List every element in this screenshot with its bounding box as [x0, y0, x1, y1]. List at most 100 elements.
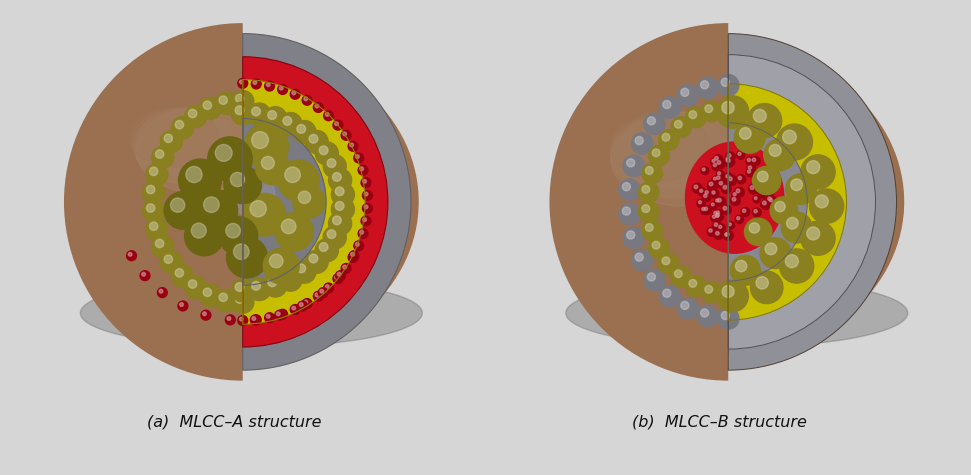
Wedge shape: [728, 123, 807, 281]
Wedge shape: [243, 57, 387, 347]
Circle shape: [718, 75, 739, 96]
Circle shape: [350, 254, 353, 258]
Circle shape: [231, 102, 254, 125]
Circle shape: [266, 314, 270, 318]
Circle shape: [724, 157, 735, 167]
Circle shape: [253, 81, 256, 85]
Circle shape: [619, 203, 640, 225]
Circle shape: [705, 105, 713, 113]
Circle shape: [219, 293, 227, 302]
Circle shape: [716, 197, 725, 207]
Circle shape: [355, 243, 359, 246]
Circle shape: [775, 201, 786, 212]
Circle shape: [358, 228, 368, 238]
Circle shape: [748, 170, 751, 173]
Ellipse shape: [552, 48, 904, 356]
Circle shape: [335, 276, 338, 279]
Circle shape: [751, 156, 760, 166]
Circle shape: [735, 215, 744, 224]
Circle shape: [341, 264, 351, 273]
Circle shape: [216, 144, 232, 162]
Circle shape: [343, 265, 347, 269]
Circle shape: [290, 304, 300, 314]
Circle shape: [659, 285, 681, 307]
Circle shape: [663, 289, 671, 297]
Circle shape: [251, 107, 260, 116]
Circle shape: [298, 301, 308, 311]
Circle shape: [721, 205, 731, 215]
Circle shape: [751, 271, 783, 304]
Circle shape: [717, 171, 724, 179]
Circle shape: [732, 191, 740, 200]
Circle shape: [358, 165, 368, 175]
Circle shape: [278, 160, 318, 201]
Circle shape: [807, 227, 820, 240]
Circle shape: [323, 111, 333, 121]
Circle shape: [675, 270, 683, 277]
Circle shape: [726, 174, 729, 178]
Circle shape: [752, 218, 760, 227]
Circle shape: [226, 237, 268, 278]
Circle shape: [155, 150, 164, 158]
Circle shape: [704, 190, 712, 198]
Circle shape: [816, 195, 828, 208]
Circle shape: [297, 264, 306, 273]
Circle shape: [204, 197, 219, 212]
Circle shape: [251, 317, 255, 320]
Circle shape: [644, 113, 665, 134]
Circle shape: [164, 255, 173, 264]
Circle shape: [757, 187, 761, 190]
Ellipse shape: [607, 95, 850, 309]
Circle shape: [762, 201, 766, 205]
Ellipse shape: [643, 127, 814, 276]
Circle shape: [328, 169, 352, 192]
Circle shape: [768, 197, 771, 200]
Circle shape: [663, 101, 671, 109]
Circle shape: [786, 174, 817, 204]
Circle shape: [701, 167, 709, 174]
Circle shape: [707, 227, 717, 236]
Circle shape: [732, 198, 736, 201]
Circle shape: [178, 301, 187, 311]
Circle shape: [713, 215, 716, 218]
Circle shape: [721, 287, 729, 295]
Circle shape: [716, 231, 720, 235]
Circle shape: [766, 195, 776, 205]
Circle shape: [328, 212, 352, 235]
Circle shape: [734, 123, 765, 153]
Circle shape: [717, 161, 720, 164]
Circle shape: [715, 223, 718, 227]
Circle shape: [764, 139, 795, 171]
Circle shape: [702, 208, 705, 210]
Circle shape: [801, 221, 835, 256]
Ellipse shape: [686, 142, 784, 253]
Circle shape: [681, 88, 688, 96]
Circle shape: [203, 312, 207, 316]
Circle shape: [199, 97, 221, 120]
Circle shape: [720, 181, 722, 185]
Circle shape: [314, 103, 323, 113]
Circle shape: [292, 91, 295, 95]
Circle shape: [251, 132, 269, 149]
Circle shape: [760, 238, 790, 268]
Circle shape: [697, 199, 705, 208]
Ellipse shape: [117, 91, 369, 313]
Wedge shape: [64, 23, 243, 380]
Ellipse shape: [577, 67, 880, 336]
Circle shape: [681, 301, 688, 310]
Circle shape: [728, 177, 732, 181]
Circle shape: [780, 249, 814, 283]
Circle shape: [760, 190, 764, 194]
Circle shape: [715, 174, 724, 183]
Circle shape: [712, 176, 720, 183]
Circle shape: [642, 163, 662, 184]
Circle shape: [730, 196, 740, 206]
Circle shape: [713, 221, 721, 230]
Circle shape: [740, 128, 752, 139]
Circle shape: [717, 211, 720, 214]
Circle shape: [704, 207, 708, 210]
Ellipse shape: [566, 279, 908, 347]
Circle shape: [160, 251, 183, 274]
Circle shape: [175, 121, 184, 129]
Ellipse shape: [140, 112, 239, 180]
